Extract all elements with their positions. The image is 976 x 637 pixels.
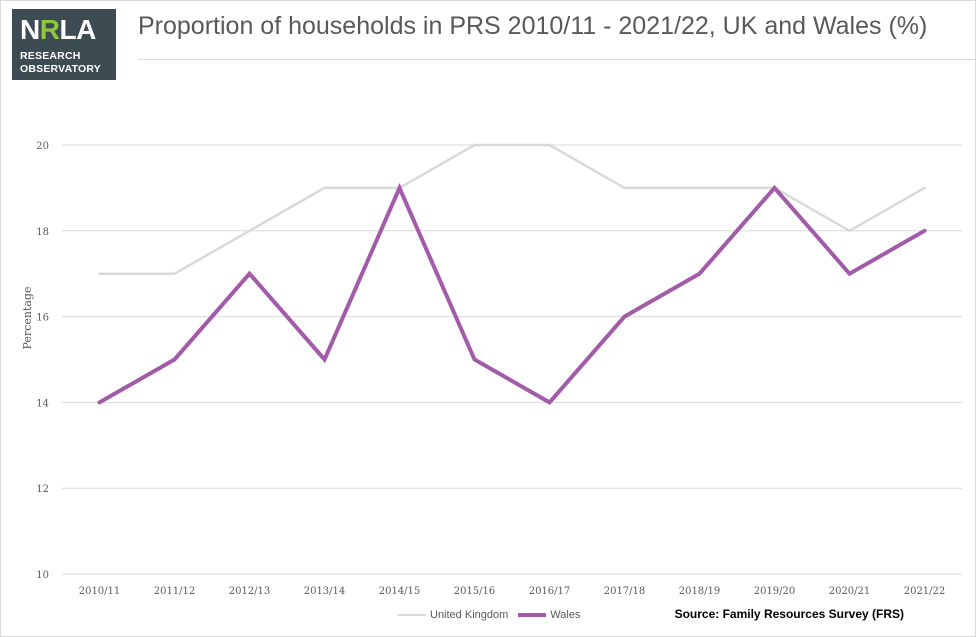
legend-label-wales: Wales [550, 609, 581, 621]
nrla-logo: NRLA RESEARCH OBSERVATORY [12, 9, 116, 80]
logo-line-observatory: OBSERVATORY [20, 63, 101, 75]
logo-line-research: RESEARCH [20, 50, 81, 62]
x-tick-label: 2015/16 [454, 586, 496, 597]
y-tick-label: 14 [36, 398, 49, 409]
legend-swatch-united-kingdom [398, 613, 426, 617]
y-tick-labels: 10 12 14 16 18 20 [36, 141, 49, 581]
y-tick-label: 16 [36, 313, 49, 324]
x-tick-label: 2013/14 [304, 586, 346, 597]
series-lines [97, 143, 927, 405]
y-tick-label: 18 [36, 227, 49, 238]
y-tick-label: 20 [36, 141, 49, 152]
x-tick-labels: 2010/11 2011/12 2012/13 2013/14 2014/15 2015/… [79, 586, 946, 597]
series-line-united-kingdom [98, 143, 926, 275]
x-tick-label: 2018/19 [679, 586, 721, 597]
legend-swatch-wales [518, 613, 547, 617]
legend-label-united-kingdom: United Kingdom [430, 609, 509, 621]
legend: United Kingdom Wales [398, 606, 590, 624]
x-tick-label: 2010/11 [79, 586, 121, 597]
x-tick-label: 2012/13 [229, 586, 271, 597]
x-tick-label: 2020/21 [829, 586, 871, 597]
x-tick-label: 2019/20 [754, 586, 796, 597]
x-tick-label: 2017/18 [604, 586, 646, 597]
logo-mark: NRLA [20, 14, 96, 45]
x-tick-label: 2014/15 [379, 586, 421, 597]
y-tick-label: 10 [36, 570, 49, 581]
title-divider [138, 59, 976, 60]
series-line-wales [97, 182, 927, 405]
x-tick-label: 2016/17 [529, 586, 571, 597]
y-axis-title: Percentage [21, 287, 34, 350]
x-tick-label: 2021/22 [904, 586, 946, 597]
grid-lines [62, 144, 962, 575]
source-note: Source: Family Resources Survey (FRS) [674, 607, 904, 621]
logo-subtitle: RESEARCH OBSERVATORY [20, 50, 114, 76]
x-tick-label: 2011/12 [154, 586, 196, 597]
chart-title: Proportion of households in PRS 2010/11 … [138, 12, 928, 40]
legend-item-wales: Wales [518, 609, 580, 621]
legend-item-united-kingdom: United Kingdom [398, 609, 508, 621]
y-tick-label: 12 [36, 484, 49, 495]
